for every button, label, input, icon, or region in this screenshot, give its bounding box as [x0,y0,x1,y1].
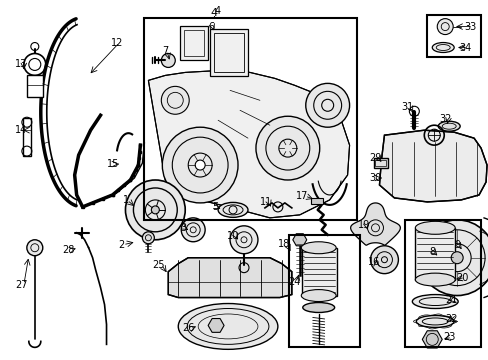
Polygon shape [148,71,349,218]
Text: 16: 16 [367,257,379,267]
Text: 27: 27 [15,280,27,289]
Bar [27,75,42,97]
Text: 28: 28 [62,245,75,255]
Circle shape [195,160,205,170]
Bar [414,228,454,280]
Text: 19: 19 [357,220,369,230]
Text: 29: 29 [369,153,381,163]
Text: 26: 26 [182,323,194,333]
Text: 22: 22 [444,314,457,324]
Ellipse shape [415,315,453,328]
Text: 23: 23 [442,332,455,342]
Bar [184,30,203,57]
Text: 31: 31 [401,102,413,112]
Text: 4: 4 [210,8,217,18]
Text: 34: 34 [458,42,470,53]
Polygon shape [208,319,224,332]
Text: 11: 11 [260,197,272,207]
Ellipse shape [414,221,454,234]
Text: 30: 30 [369,173,381,183]
Circle shape [305,84,349,127]
Circle shape [229,226,258,254]
Bar [288,235,359,347]
Text: 1: 1 [122,195,128,205]
Polygon shape [292,234,306,246]
Ellipse shape [411,294,457,309]
Circle shape [255,116,319,180]
Circle shape [450,252,462,264]
Bar [373,158,387,168]
Bar [214,32,244,72]
Text: 20: 20 [455,273,468,283]
Bar [144,18,356,220]
Text: 10: 10 [226,231,239,241]
Bar [310,198,322,204]
Circle shape [181,218,205,242]
Circle shape [162,127,238,203]
Polygon shape [422,331,441,348]
Circle shape [370,246,398,274]
Text: 5: 5 [212,202,218,212]
Ellipse shape [178,303,277,349]
Circle shape [161,86,189,114]
Polygon shape [350,203,400,245]
Ellipse shape [218,202,247,217]
Text: 14: 14 [15,125,27,135]
Text: 4: 4 [214,6,220,15]
Text: 3: 3 [180,223,186,233]
Bar [23,118,31,156]
Text: 9: 9 [453,240,459,250]
Text: 33: 33 [463,22,475,32]
Bar [210,28,247,76]
Circle shape [27,240,42,256]
Text: 25: 25 [152,260,164,270]
Ellipse shape [302,302,334,312]
Bar [405,220,480,347]
Ellipse shape [301,289,335,302]
Circle shape [142,232,154,244]
Circle shape [151,206,159,214]
Circle shape [436,19,452,35]
Bar [375,160,386,166]
Circle shape [125,180,185,240]
Bar [427,15,480,58]
Text: 32: 32 [438,114,451,124]
Circle shape [419,220,488,296]
Text: 2: 2 [118,240,124,250]
Text: 7: 7 [162,45,168,55]
Text: 18: 18 [277,239,289,249]
Polygon shape [168,258,291,298]
Circle shape [161,54,175,67]
Text: 21: 21 [444,294,457,305]
Text: 8: 8 [428,247,434,257]
Ellipse shape [414,273,454,286]
Text: 24: 24 [287,276,300,287]
Text: 6: 6 [208,22,214,32]
Bar [301,248,336,296]
Ellipse shape [301,242,335,254]
Ellipse shape [431,42,453,53]
Text: 12: 12 [110,37,122,48]
Polygon shape [379,130,486,202]
Text: 17: 17 [295,191,307,201]
Ellipse shape [437,121,459,131]
Text: 15: 15 [106,159,119,169]
Bar [180,26,208,60]
Text: 13: 13 [15,59,27,69]
